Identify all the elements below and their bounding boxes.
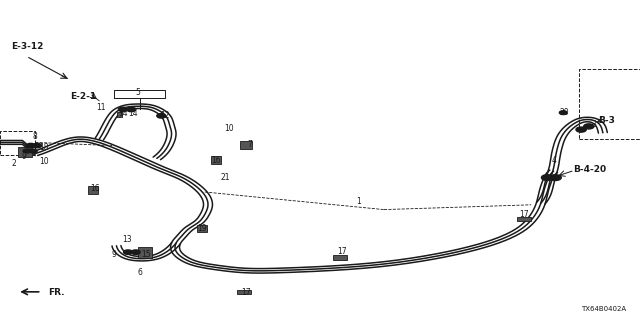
Text: 19: 19 [196,224,207,233]
Circle shape [131,250,140,254]
Text: E-3-12: E-3-12 [12,42,44,51]
Bar [18,147,32,157]
Bar [333,255,347,260]
Circle shape [118,107,127,112]
Bar [237,290,251,294]
Text: TX64B0402A: TX64B0402A [580,306,626,312]
Text: B-3: B-3 [598,116,615,124]
Text: 1: 1 [356,197,361,206]
Text: 14: 14 [128,109,138,118]
Circle shape [584,124,594,129]
Text: 16: 16 [90,184,100,193]
Text: 15: 15 [141,250,151,259]
Circle shape [559,111,567,115]
Bar [197,225,207,232]
Bar [517,217,531,221]
Bar [579,69,640,139]
Circle shape [26,143,35,148]
Text: 8: 8 [33,132,38,140]
Text: 7: 7 [247,140,252,148]
Text: 9: 9 [111,250,116,259]
Circle shape [541,175,553,180]
Circle shape [29,149,37,153]
Bar [211,156,221,164]
Text: 4: 4 [551,156,556,164]
Text: 21: 21 [221,173,230,182]
Bar [240,141,252,149]
Text: 17: 17 [337,247,348,256]
Circle shape [550,175,561,180]
Text: 5: 5 [135,88,140,97]
Circle shape [576,127,586,132]
Bar [117,112,122,117]
Circle shape [33,143,42,148]
Bar [138,247,152,258]
Text: 6: 6 [137,268,142,277]
Circle shape [157,114,166,118]
Text: 2: 2 [12,159,17,168]
Text: 17: 17 [518,210,529,219]
Text: 3: 3 [591,120,596,129]
Text: 17: 17 [241,288,252,297]
Text: B-4-20: B-4-20 [573,165,606,174]
Text: E-2-1: E-2-1 [70,92,97,100]
Text: 11: 11 [97,103,106,112]
Text: 12: 12 [161,111,170,120]
Circle shape [124,250,132,254]
Bar [88,186,98,194]
Bar [0,131,35,155]
Text: 20: 20 [559,108,570,116]
Text: 10: 10 [38,157,49,166]
Text: FR.: FR. [48,288,65,297]
Circle shape [127,107,136,112]
Text: 14: 14 [118,109,128,118]
Text: 16: 16 [211,156,221,164]
Circle shape [23,149,31,153]
Text: 13: 13 [122,235,132,244]
Text: 18: 18 [39,143,48,152]
Text: 10: 10 [224,124,234,133]
Text: 9: 9 [22,152,27,161]
